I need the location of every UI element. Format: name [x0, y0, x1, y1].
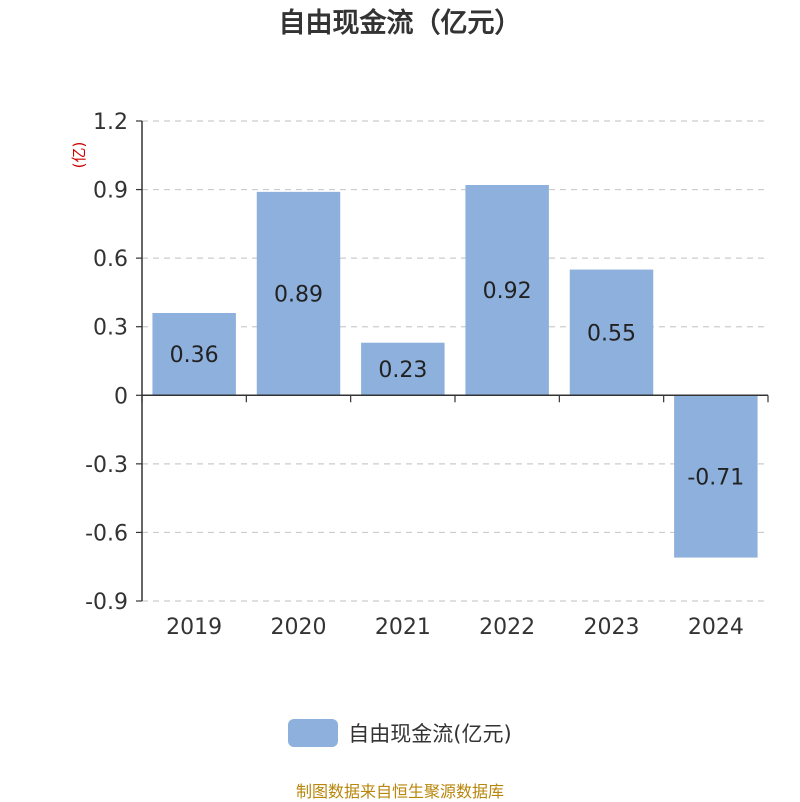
bar-2022	[465, 185, 549, 396]
x-tick-label: 2019	[166, 615, 222, 640]
bar-2024	[674, 395, 758, 558]
bar-2023	[569, 269, 654, 396]
chart-title: 自由现金流（亿元）	[278, 8, 522, 39]
y-tick-label: 0	[114, 384, 128, 409]
y-tick-label: 0.6	[93, 247, 128, 272]
bar-2021	[361, 342, 445, 396]
x-tick-label: 2021	[375, 615, 431, 640]
y-tick-label: 0.9	[93, 179, 128, 204]
bar-2020	[256, 191, 341, 396]
x-tick-label: 2024	[688, 615, 744, 640]
bar-2019	[152, 313, 236, 396]
chart-plot-area: 1.2 0.9 0.6 0.3 0 -0.3 -0.6 -0.9 (亿) 0.36 0.89 0.23…	[70, 110, 769, 640]
data-label: 0.89	[274, 283, 323, 308]
x-tick-label: 2020	[271, 615, 327, 640]
y-tick-label: -0.6	[85, 521, 128, 546]
legend-label: 自由现金流(亿元)	[348, 722, 512, 746]
y-axis-label: (亿)	[70, 142, 88, 169]
y-tick-label: 0.3	[93, 316, 128, 341]
y-tick-label: -0.9	[85, 590, 128, 615]
data-label: -0.71	[687, 465, 744, 490]
x-tick-label: 2023	[584, 615, 640, 640]
legend[interactable]: 自由现金流(亿元)	[0, 718, 800, 748]
y-tick-label: -0.3	[85, 453, 128, 478]
y-tick-label: 1.2	[93, 110, 128, 135]
data-label: 0.23	[378, 358, 427, 383]
source-note: 制图数据来自恒生聚源数据库	[295, 782, 504, 801]
data-label: 0.55	[587, 321, 636, 346]
data-label: 0.36	[170, 343, 219, 368]
data-label: 0.92	[483, 279, 532, 304]
x-tick-label: 2022	[479, 615, 535, 640]
legend-swatch	[288, 719, 339, 747]
